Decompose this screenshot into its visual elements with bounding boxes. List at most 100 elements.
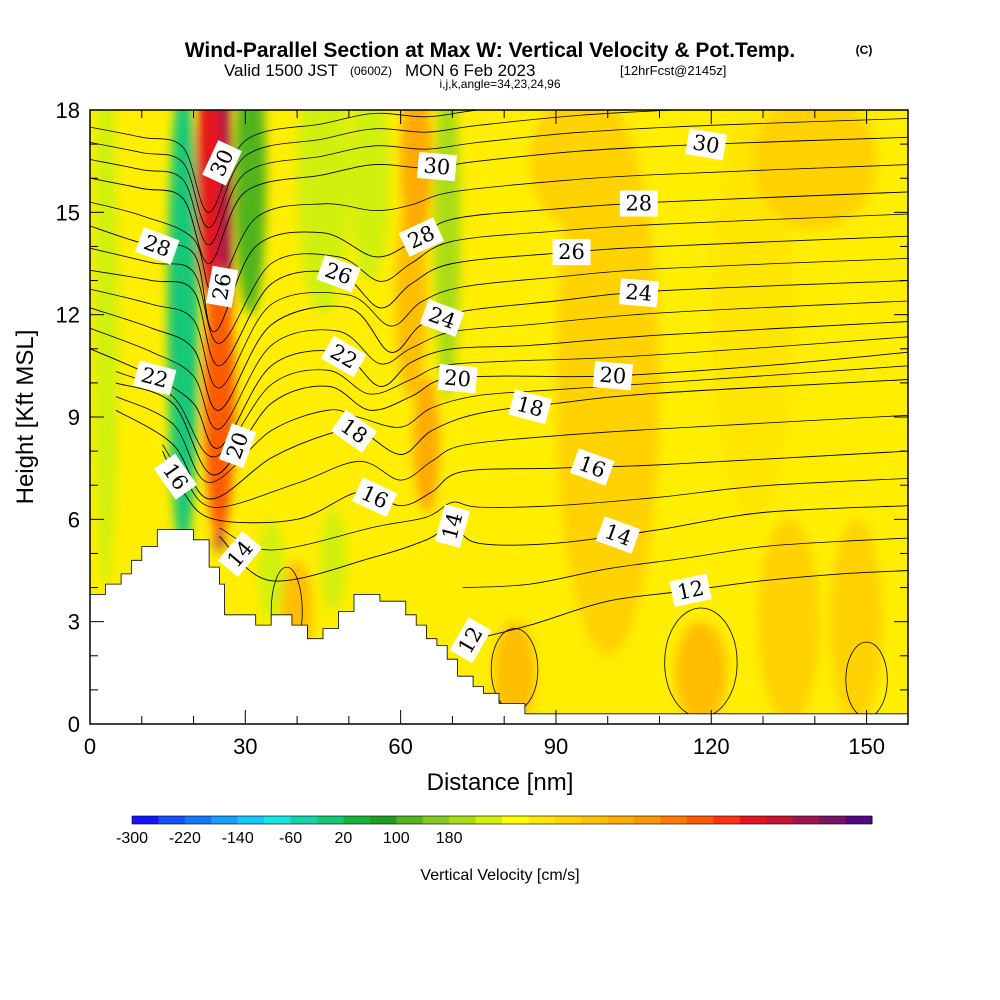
velocity-cell-17 bbox=[757, 519, 820, 724]
theta-contour-14 bbox=[219, 505, 908, 582]
y-tick-label: 9 bbox=[68, 405, 80, 430]
contour-label-text: 30 bbox=[691, 130, 721, 158]
forecast-info: [12hrFcst@2145z] bbox=[620, 63, 726, 78]
contour-label-20: 20 bbox=[592, 361, 633, 391]
chart-title: Wind-Parallel Section at Max W: Vertical… bbox=[185, 39, 796, 62]
contour-label-box bbox=[218, 423, 257, 469]
theta-contour-minor bbox=[162, 414, 908, 508]
colorbar-tick-label: 100 bbox=[383, 830, 410, 847]
velocity-cell-18 bbox=[830, 519, 883, 724]
contour-label-26: 26 bbox=[552, 239, 591, 266]
contour-label-box bbox=[134, 227, 180, 265]
velocity-cell-11 bbox=[413, 376, 440, 513]
contour-label-box bbox=[316, 254, 361, 293]
y-tick-label: 18 bbox=[56, 98, 80, 123]
contour-label-box bbox=[351, 477, 398, 518]
colorbar-swatch bbox=[713, 816, 741, 824]
theta-contour-minor bbox=[219, 478, 908, 551]
contour-label-28: 28 bbox=[398, 217, 445, 257]
contour-label-text: 12 bbox=[675, 576, 706, 605]
theta-contour-20 bbox=[115, 351, 908, 476]
contour-label-box bbox=[552, 239, 591, 266]
theta-contour-16 bbox=[162, 450, 908, 524]
y-axis: 0 3 6 9 12 15 18 bbox=[56, 98, 908, 737]
colorbar-swatch bbox=[739, 816, 767, 824]
velocity-cell-10 bbox=[400, 110, 432, 247]
colorbar-swatch bbox=[554, 816, 582, 824]
contour-label-18: 18 bbox=[508, 389, 552, 425]
contour-label-box bbox=[217, 531, 263, 578]
copyright-mark: (C) bbox=[856, 43, 873, 57]
theta-contour-30 bbox=[90, 136, 908, 264]
colorbar-tick-label: 180 bbox=[436, 830, 463, 847]
theta-contour-26 bbox=[90, 235, 908, 367]
contour-label-text: 28 bbox=[625, 192, 652, 216]
x-tick-label: 150 bbox=[848, 734, 885, 759]
theta-contour-upper bbox=[90, 110, 482, 213]
colorbar-tick-label: -140 bbox=[222, 830, 254, 847]
contour-label-box bbox=[508, 389, 552, 425]
theta-contour-minor bbox=[90, 300, 908, 430]
y-tick-label: 0 bbox=[68, 712, 80, 737]
contour-label-box bbox=[153, 453, 197, 500]
colorbar-swatch bbox=[502, 816, 529, 824]
y-tick-label: 6 bbox=[68, 507, 80, 532]
contour-label-box bbox=[569, 448, 615, 486]
contour-label-box bbox=[437, 363, 478, 394]
velocity-cell-1 bbox=[203, 263, 235, 537]
contour-label-box bbox=[202, 140, 242, 186]
x-tick-label: 30 bbox=[233, 734, 257, 759]
theta-contour-upper bbox=[90, 118, 908, 246]
contour-label-28: 28 bbox=[619, 190, 658, 217]
velocity-cell-3 bbox=[167, 110, 199, 554]
contour-label-12: 12 bbox=[669, 573, 712, 607]
contour-label-text: 26 bbox=[558, 240, 585, 264]
colorbar-swatch bbox=[132, 816, 159, 824]
contour-label-30: 30 bbox=[685, 128, 728, 161]
colorbar-swatch bbox=[687, 816, 714, 824]
contour-label-box bbox=[669, 573, 712, 607]
x-tick-label: 120 bbox=[693, 734, 730, 759]
colorbar-swatch bbox=[766, 816, 794, 824]
contour-label-text: 20 bbox=[443, 365, 472, 391]
colorbar-swatch bbox=[237, 816, 265, 824]
colorbar: -300 -220 -140 -60 20 100 180 bbox=[116, 815, 873, 847]
velocity-cell-16 bbox=[711, 110, 795, 520]
colorbar-swatch bbox=[184, 816, 212, 824]
y-tick-label: 3 bbox=[68, 610, 80, 635]
contour-label-box bbox=[619, 190, 658, 217]
contour-label-box bbox=[330, 409, 378, 453]
x-axis-label: Distance [nm] bbox=[427, 769, 574, 796]
contour-label-box bbox=[320, 335, 367, 378]
velocity-cell-7 bbox=[348, 110, 391, 281]
colorbar-swatch bbox=[660, 816, 688, 824]
colorbar-swatch bbox=[422, 816, 450, 824]
velocity-cell-4 bbox=[234, 110, 267, 315]
colorbar-swatch bbox=[369, 816, 397, 824]
contour-label-box bbox=[592, 361, 633, 391]
colorbar-swatch bbox=[317, 816, 344, 824]
colorbar-tick-label: -300 bbox=[116, 830, 148, 847]
colorbar-swatch bbox=[792, 816, 820, 824]
colorbar-frame bbox=[131, 815, 873, 825]
theta-contour-minor bbox=[90, 213, 908, 344]
colorbar-swatch bbox=[607, 816, 635, 824]
contour-label-text: 26 bbox=[208, 271, 236, 301]
x-tick-label: 0 bbox=[84, 734, 96, 759]
contour-label-box bbox=[685, 128, 728, 161]
valid-time-date: MON 6 Feb 2023 bbox=[405, 61, 535, 80]
contour-label-14: 14 bbox=[434, 504, 470, 548]
contour-label-box bbox=[618, 278, 659, 308]
contour-label-26: 26 bbox=[205, 265, 239, 308]
contour-label-box bbox=[416, 151, 457, 182]
x-tick-label: 90 bbox=[544, 734, 568, 759]
colorbar-swatch bbox=[211, 816, 239, 824]
valid-time-line: Valid 1500 JST (0600Z) MON 6 Feb 2023 [1… bbox=[224, 61, 726, 80]
colorbar-swatch bbox=[634, 816, 662, 824]
colorbar-swatch bbox=[290, 816, 318, 824]
velocity-cell-13 bbox=[258, 519, 285, 622]
contour-label-24: 24 bbox=[618, 278, 659, 308]
theta-contour-minor bbox=[90, 164, 908, 293]
